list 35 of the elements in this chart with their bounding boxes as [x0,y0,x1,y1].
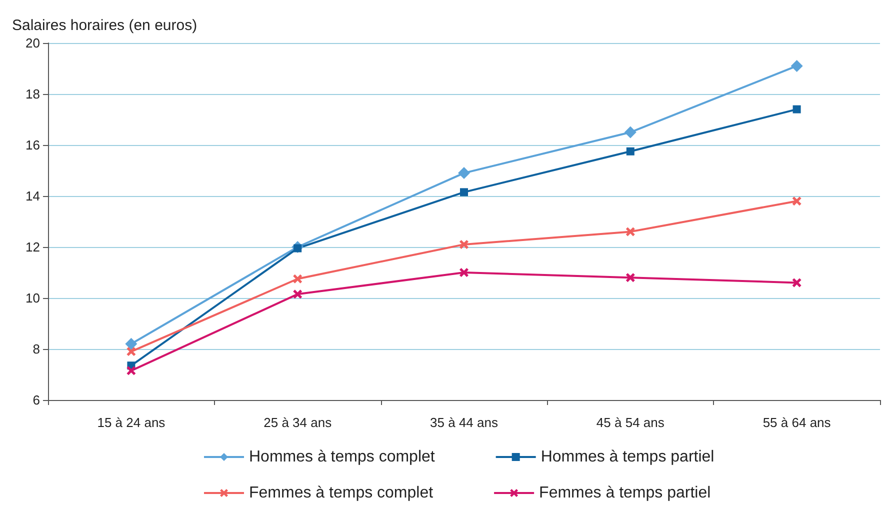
x-tick-label: 15 à 24 ans [97,415,166,430]
y-tick-label: 16 [26,138,40,152]
y-tick-label: 20 [26,36,40,50]
point [792,196,802,206]
legend-label: Femmes à temps complet [249,484,434,502]
point [792,278,802,288]
point [126,366,136,376]
point [293,290,302,299]
point [460,188,468,196]
y-tick-label: 10 [26,290,40,306]
point [626,227,635,236]
x-tick-label: 25 à 34 ans [264,415,332,430]
point [293,274,302,284]
y-tick-label: 8 [32,342,40,356]
point [460,240,468,249]
point [458,167,470,180]
legend-label: Femmes à temps partiel [539,484,711,502]
y-tick-label: 14 [26,188,40,204]
point [460,268,468,277]
point [626,147,634,156]
x-tick-label: 45 à 54 ans [596,415,665,430]
point [126,347,136,356]
x-tick-label: 35 à 44 ans [430,415,498,430]
y-axis-title: Salaires horaires (en euros) [12,17,198,34]
legend-label: Hommes à temps complet [249,448,436,466]
y-tick-label: 6 [32,392,40,408]
point [626,273,635,282]
point [125,338,138,350]
legend-label: Hommes à temps partiel [540,448,714,466]
y-tick-label: 18 [26,86,40,102]
y-tick-label: 12 [26,240,40,254]
point [792,105,801,114]
point [790,60,803,72]
x-tick-label: 55 à 64 ans [762,415,832,430]
point [624,126,636,138]
